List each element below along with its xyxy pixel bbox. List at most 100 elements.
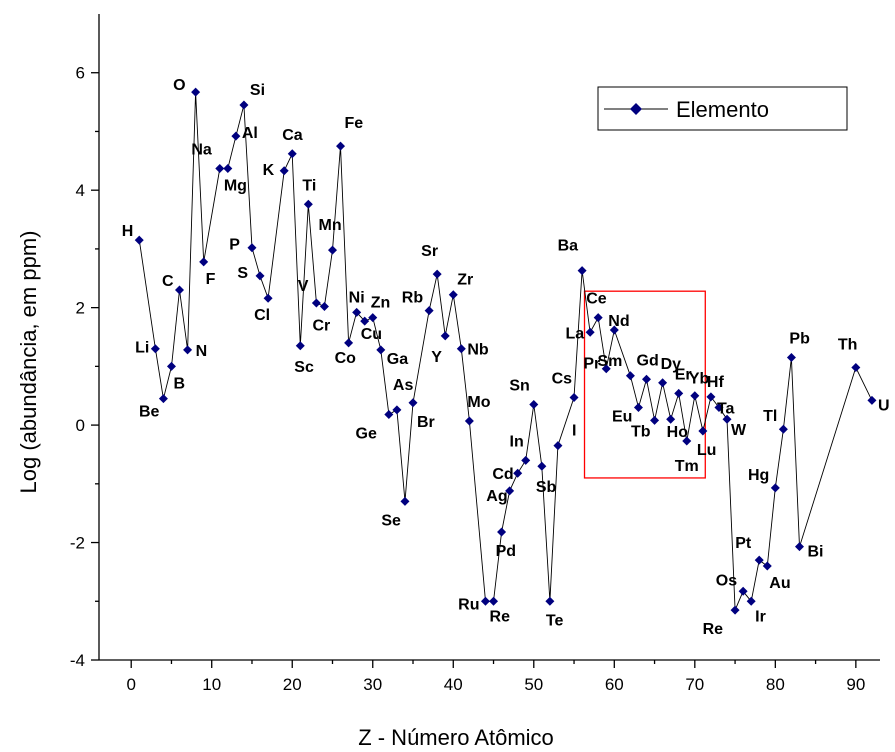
element-label-nb: Nb — [467, 342, 489, 359]
data-point-li — [150, 344, 160, 354]
data-point-re — [489, 596, 499, 606]
y-tick-label: 6 — [76, 64, 85, 83]
data-point-ge — [384, 410, 394, 420]
data-point-y — [440, 331, 450, 341]
element-label-gd: Gd — [637, 352, 659, 369]
element-label-na: Na — [191, 141, 212, 158]
data-point-br — [408, 398, 418, 408]
element-label-mo: Mo — [467, 394, 490, 411]
element-label-k: K — [263, 162, 275, 179]
element-label-os: Os — [716, 572, 737, 589]
data-point-lu — [698, 426, 708, 436]
element-label-mg: Mg — [224, 177, 247, 194]
data-point-in — [521, 455, 531, 465]
element-label-eu: Eu — [612, 408, 632, 425]
data-point-er — [674, 388, 684, 398]
element-label-co: Co — [335, 350, 357, 367]
data-point-u — [867, 395, 877, 405]
data-point-co — [344, 338, 354, 348]
element-label-cl: Cl — [254, 307, 270, 324]
element-label-pt: Pt — [735, 535, 752, 552]
data-point-sc — [295, 341, 305, 351]
element-label-nd: Nd — [608, 313, 629, 330]
data-point-tm — [682, 436, 692, 446]
x-tick-label: 60 — [605, 675, 624, 694]
data-point-ca — [287, 149, 297, 159]
x-tick-label: 10 — [202, 675, 221, 694]
element-label-cu: Cu — [361, 326, 382, 343]
data-point-zn — [368, 313, 378, 323]
data-point-n — [183, 345, 193, 355]
x-axis-title: Z - Número Atômico — [358, 725, 554, 750]
element-label-ho: Ho — [667, 424, 689, 441]
data-point-cr — [319, 301, 329, 311]
element-label-b: B — [173, 375, 185, 392]
y-tick-label: -2 — [70, 534, 85, 553]
element-label-in: In — [510, 433, 524, 450]
data-point-nb — [456, 344, 466, 354]
element-label-ag: Ag — [486, 488, 507, 505]
element-label-se: Se — [381, 512, 401, 529]
element-label-cs: Cs — [552, 370, 573, 387]
data-point-tb — [650, 415, 660, 425]
element-label-sb: Sb — [536, 479, 557, 496]
data-point-v — [311, 298, 321, 308]
data-point-nd — [609, 325, 619, 335]
element-label-sr: Sr — [421, 243, 438, 260]
y-tick-label: 2 — [76, 299, 85, 318]
highlight-box — [583, 290, 706, 479]
data-point-pt — [754, 555, 764, 565]
element-label-u: U — [878, 397, 890, 414]
x-tick-label: 20 — [283, 675, 302, 694]
data-point-c — [175, 285, 185, 295]
data-point-ga — [376, 345, 386, 355]
element-label-au: Au — [769, 575, 790, 592]
element-label-re: Re — [490, 608, 511, 625]
data-point-cl — [263, 293, 273, 303]
element-label-ca: Ca — [282, 127, 303, 144]
data-point-ba — [577, 266, 587, 276]
element-label-tb: Tb — [631, 423, 651, 440]
data-point-hf — [706, 392, 716, 402]
data-point-pr — [601, 364, 611, 374]
data-point-mg — [223, 163, 233, 173]
data-point-te — [545, 596, 555, 606]
data-point-i — [553, 441, 563, 451]
element-label-ti: Ti — [302, 177, 316, 194]
element-label-cr: Cr — [312, 317, 330, 334]
element-label-fe: Fe — [345, 115, 364, 132]
element-label-f: F — [206, 271, 216, 288]
data-point-pd — [497, 527, 507, 537]
element-label-n: N — [196, 343, 208, 360]
data-point-ta — [714, 402, 724, 412]
data-point-as — [392, 405, 402, 415]
element-label-ir: Ir — [755, 608, 766, 625]
legend: Elemento — [597, 86, 848, 131]
element-label-ce: Ce — [586, 291, 607, 308]
element-label-yb: Yb — [689, 371, 710, 388]
x-tick-label: 50 — [524, 675, 543, 694]
y-tick-label: 4 — [76, 181, 85, 200]
data-point-w — [722, 414, 732, 424]
axes: 0 10 20 30 40 50 60 70 80 90 -4 -2 0 2 4 6 — [70, 14, 880, 694]
data-point-os — [738, 586, 748, 596]
element-label-y: Y — [431, 349, 442, 366]
y-tick-label: 0 — [76, 416, 85, 435]
data-point-si — [239, 100, 249, 110]
legend-marker-sample — [630, 103, 642, 115]
data-point-la — [585, 327, 595, 337]
data-point-zr — [448, 290, 458, 300]
element-label-zn: Zn — [371, 295, 391, 312]
data-point-gd — [642, 374, 652, 384]
element-label-ba: Ba — [558, 238, 579, 255]
element-label-pb: Pb — [789, 331, 810, 348]
element-label-c: C — [162, 273, 174, 290]
series-markers — [134, 87, 877, 615]
data-point-cs — [569, 392, 579, 402]
element-label-sn: Sn — [509, 378, 529, 395]
element-label-te: Te — [546, 612, 564, 629]
element-label-re: Re — [703, 621, 724, 638]
element-label-pr: Pr — [583, 356, 600, 373]
element-label-zr: Zr — [457, 272, 473, 289]
